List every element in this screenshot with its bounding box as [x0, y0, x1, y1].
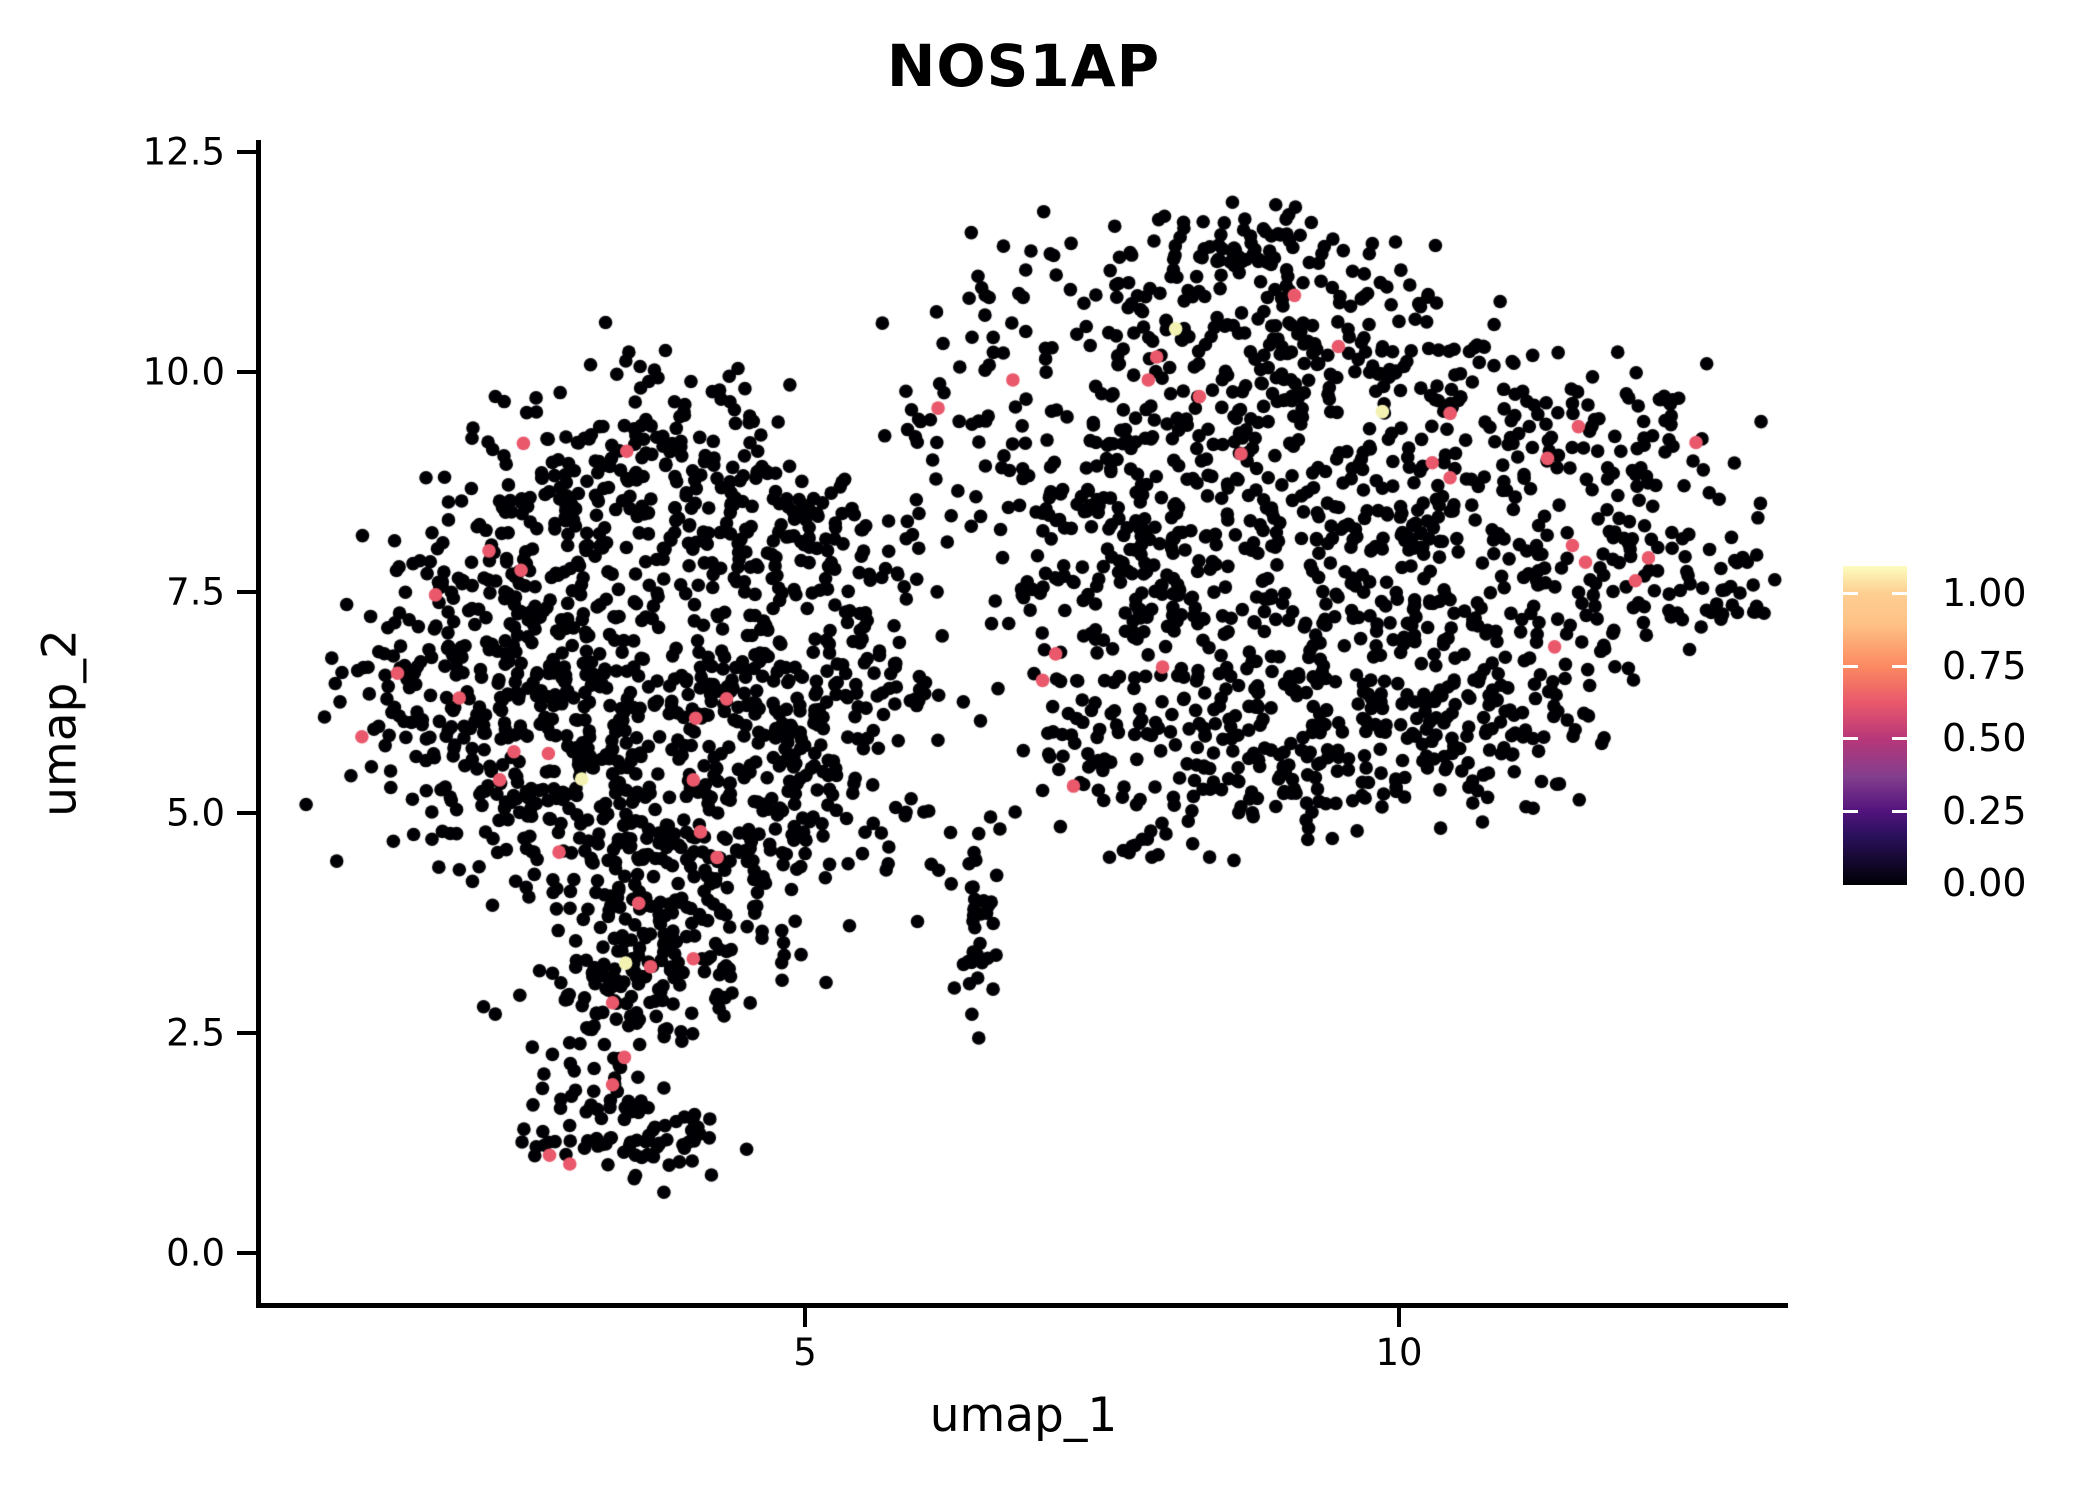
colorbar-tick-mark	[1892, 737, 1907, 740]
x-tick-mark	[803, 1308, 807, 1327]
x-tick-label: 10	[1375, 1331, 1423, 1374]
y-tick-mark	[237, 370, 256, 374]
colorbar-tick-label: 0.75	[1942, 643, 2027, 688]
colorbar-tick-label: 0.00	[1942, 861, 2027, 905]
y-tick-label: 12.5	[142, 130, 225, 174]
colorbar-tick-mark	[1843, 737, 1858, 740]
colorbar-tick-mark	[1843, 592, 1858, 595]
colorbar-tick-mark	[1843, 664, 1858, 668]
y-tick-mark	[237, 1251, 256, 1255]
colorbar-tick-mark	[1892, 592, 1907, 595]
y-axis-line	[256, 140, 261, 1308]
y-tick-mark	[237, 1030, 256, 1035]
x-axis-line	[256, 1303, 1788, 1308]
y-tick-mark	[237, 590, 256, 595]
y-tick-mark	[237, 810, 256, 815]
y-tick-label: 7.5	[166, 570, 225, 614]
y-tick-mark	[237, 149, 256, 154]
y-tick-label: 5.0	[166, 791, 225, 834]
plot-title: NOS1AP	[886, 32, 1161, 100]
x-axis-title: umap_1	[929, 1388, 1118, 1443]
colorbar-tick-mark	[1892, 809, 1907, 813]
y-axis-title: umap_2	[32, 629, 88, 817]
colorbar-tick-mark	[1892, 664, 1907, 668]
x-tick-mark	[1397, 1308, 1401, 1327]
colorbar-tick-label: 0.50	[1942, 716, 2027, 760]
y-tick-label: 2.5	[166, 1011, 225, 1055]
y-tick-label: 10.0	[142, 350, 225, 394]
colorbar-tick-label: 1.00	[1942, 571, 2027, 615]
x-tick-label: 5	[793, 1331, 817, 1374]
y-tick-label: 0.0	[166, 1231, 225, 1275]
colorbar-gradient	[1843, 566, 1907, 885]
colorbar-tick-mark	[1843, 809, 1858, 813]
colorbar-tick-label: 0.25	[1942, 788, 2027, 833]
